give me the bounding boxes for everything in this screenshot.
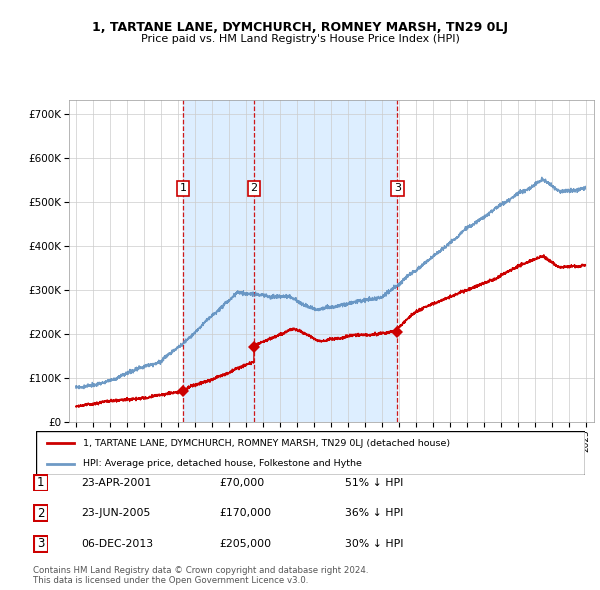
- Text: £205,000: £205,000: [219, 539, 271, 549]
- Text: This data is licensed under the Open Government Licence v3.0.: This data is licensed under the Open Gov…: [33, 576, 308, 585]
- Text: 30% ↓ HPI: 30% ↓ HPI: [345, 539, 404, 549]
- Bar: [254, 100, 397, 422]
- Text: Contains HM Land Registry data © Crown copyright and database right 2024.: Contains HM Land Registry data © Crown c…: [33, 566, 368, 575]
- Text: 3: 3: [37, 537, 44, 550]
- Bar: [183, 100, 254, 422]
- Text: 1: 1: [37, 476, 44, 489]
- Text: 1, TARTANE LANE, DYMCHURCH, ROMNEY MARSH, TN29 0LJ: 1, TARTANE LANE, DYMCHURCH, ROMNEY MARSH…: [92, 21, 508, 34]
- Text: £170,000: £170,000: [219, 509, 271, 518]
- Text: 1: 1: [179, 183, 187, 194]
- Text: 23-JUN-2005: 23-JUN-2005: [81, 509, 151, 518]
- Text: 36% ↓ HPI: 36% ↓ HPI: [345, 509, 403, 518]
- Text: 2: 2: [37, 507, 44, 520]
- Text: 3: 3: [394, 183, 401, 194]
- Text: 06-DEC-2013: 06-DEC-2013: [81, 539, 153, 549]
- Text: 2: 2: [250, 183, 257, 194]
- Text: 23-APR-2001: 23-APR-2001: [81, 478, 151, 487]
- Text: HPI: Average price, detached house, Folkestone and Hythe: HPI: Average price, detached house, Folk…: [83, 460, 362, 468]
- Text: 51% ↓ HPI: 51% ↓ HPI: [345, 478, 403, 487]
- Text: 1, TARTANE LANE, DYMCHURCH, ROMNEY MARSH, TN29 0LJ (detached house): 1, TARTANE LANE, DYMCHURCH, ROMNEY MARSH…: [83, 438, 450, 448]
- Text: Price paid vs. HM Land Registry's House Price Index (HPI): Price paid vs. HM Land Registry's House …: [140, 34, 460, 44]
- Text: £70,000: £70,000: [219, 478, 264, 487]
